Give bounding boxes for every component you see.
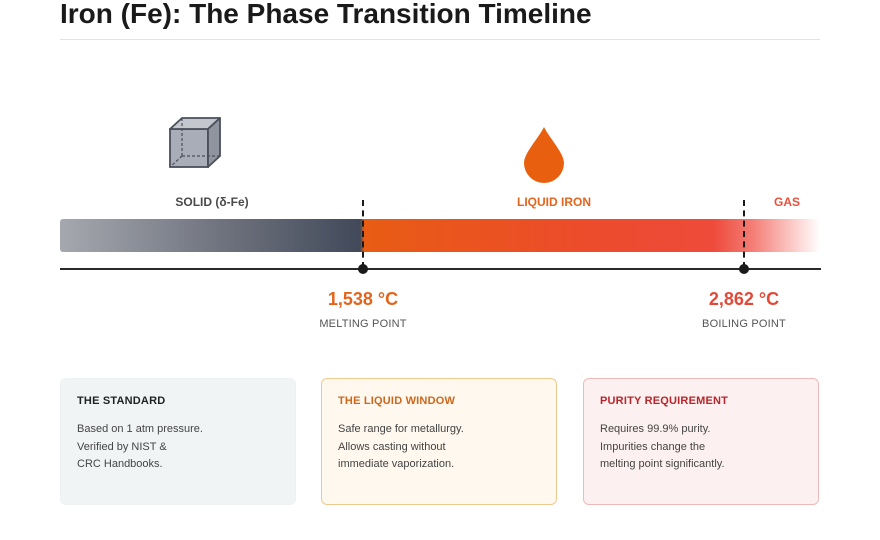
- card-line: Impurities change the: [600, 440, 706, 453]
- cube-icon: [169, 117, 221, 168]
- card-line: Based on 1 atm pressure.: [77, 423, 203, 435]
- card-line: melting point significantly.: [600, 458, 725, 470]
- liquid-phase-label: LIQUID IRON: [517, 195, 591, 209]
- card-line: immediate vaporization.: [338, 458, 455, 470]
- phase-gradient-bar: [60, 219, 820, 252]
- card-body: Based on 1 atm pressure. Verified by NIS…: [77, 421, 279, 474]
- gas-phase-label: GAS: [773, 195, 801, 209]
- page-title: Iron (Fe): The Phase Transition Timeline: [60, 0, 592, 29]
- liquid-window-card: THE LIQUID WINDOW Safe range for metallu…: [321, 378, 557, 505]
- solid-phase-label: SOLID (δ-Fe): [175, 195, 249, 209]
- temperature-axis: [60, 268, 821, 270]
- card-body: Safe range for metallurgy. Allows castin…: [338, 421, 540, 474]
- droplet-icon: [524, 127, 564, 183]
- boiling-point-temperature: 2,862 °C: [708, 289, 780, 309]
- melting-point-dot: [358, 264, 368, 274]
- standard-card: THE STANDARD Based on 1 atm pressure. Ve…: [60, 378, 296, 505]
- card-line: CRC Handbooks.: [77, 458, 163, 470]
- purity-requirement-card: PURITY REQUIREMENT Requires 99.9% purity…: [583, 378, 819, 505]
- card-line: Allows casting without: [338, 440, 446, 453]
- card-body: Requires 99.9% purity. Impurities change…: [600, 421, 802, 474]
- card-title: PURITY REQUIREMENT: [600, 395, 729, 407]
- melting-point-label: MELTING POINT: [319, 318, 407, 330]
- melting-point-marker-line: [362, 200, 364, 268]
- boiling-point-label: BOILING POINT: [702, 318, 786, 330]
- card-line: Verified by NIST &: [77, 440, 167, 453]
- card-title: THE STANDARD: [77, 395, 166, 407]
- boiling-point-dot: [739, 264, 749, 274]
- card-line: Requires 99.9% purity.: [600, 423, 711, 435]
- boiling-point-marker-line: [743, 200, 745, 268]
- melting-point-temperature: 1,538 °C: [327, 289, 399, 309]
- card-line: Safe range for metallurgy.: [338, 423, 464, 435]
- card-title: THE LIQUID WINDOW: [338, 395, 456, 407]
- title-divider: [60, 39, 820, 40]
